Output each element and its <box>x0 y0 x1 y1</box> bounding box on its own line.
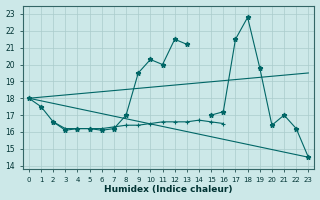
X-axis label: Humidex (Indice chaleur): Humidex (Indice chaleur) <box>104 185 233 194</box>
